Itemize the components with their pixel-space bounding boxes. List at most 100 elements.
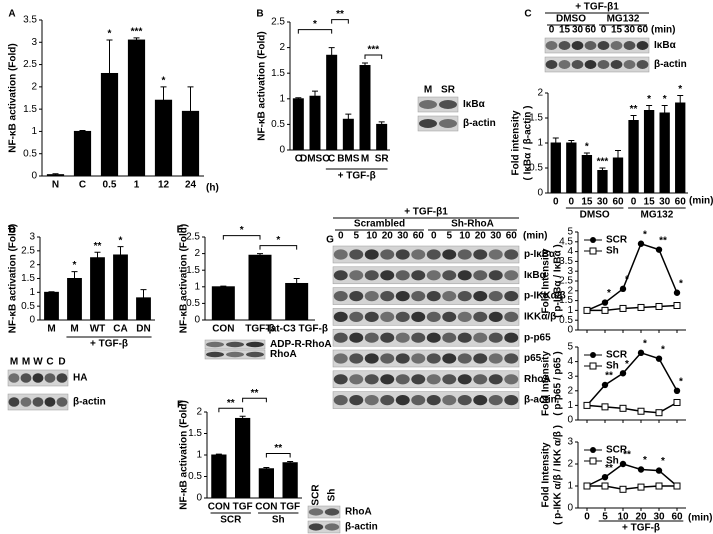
bar xyxy=(235,417,251,499)
blot-strip xyxy=(332,349,520,368)
blot-row-label: p65 xyxy=(524,353,542,364)
group-label: SCR xyxy=(220,515,242,526)
error-bar xyxy=(106,39,113,74)
significance-label: * xyxy=(643,338,647,349)
x-axis-label: (min) xyxy=(689,196,713,207)
blot-band xyxy=(426,311,441,322)
blot-band xyxy=(584,41,597,50)
y-axis-label: NF-κB activation (Fold) xyxy=(8,43,19,152)
lane-label: 30 xyxy=(572,25,584,36)
bracket-label: ** xyxy=(274,443,282,454)
blot-band xyxy=(32,397,44,407)
lane-label: W xyxy=(33,357,43,368)
legend-label: SCR xyxy=(606,235,628,246)
panel-letter: G xyxy=(326,235,334,246)
blot-group-label: Scrambled xyxy=(354,219,405,230)
blot-band xyxy=(333,332,348,343)
point xyxy=(619,485,627,493)
significance-label: *** xyxy=(597,157,609,168)
blot-band xyxy=(473,249,488,260)
blot-row-label: p-IκBα xyxy=(524,249,556,260)
legend-marker xyxy=(590,352,596,358)
error-bar xyxy=(568,140,575,143)
y-axis-label: ( p-p65 / p65 ) xyxy=(553,351,564,415)
bracket xyxy=(222,235,261,240)
blot-strip xyxy=(332,245,520,264)
blot-band xyxy=(380,291,395,302)
x-tick-label: 15 xyxy=(644,197,656,208)
blot-band xyxy=(597,41,610,50)
error-bar xyxy=(295,97,302,99)
lane-label: 10 xyxy=(366,231,378,242)
y-tick-label: 2 xyxy=(196,407,202,418)
error-bar xyxy=(615,150,621,158)
blot-band xyxy=(623,41,636,50)
y-tick-label: 1.5 xyxy=(23,104,37,115)
bar xyxy=(359,65,371,151)
y-tick-label: 0 xyxy=(537,188,543,199)
panel-letter: E xyxy=(177,225,184,236)
x-tick-label: M xyxy=(361,154,369,165)
point xyxy=(619,304,627,312)
legend-label: Sh xyxy=(606,361,619,372)
y-tick-label: 1.5 xyxy=(186,265,200,276)
x-tick-label: M xyxy=(47,324,55,335)
bar xyxy=(597,170,608,194)
y-tick-label: 0 xyxy=(279,145,285,156)
x-tick-label: TGF xyxy=(233,502,253,513)
bracket-label: * xyxy=(313,19,317,30)
blot-band xyxy=(324,508,340,516)
lane-label: 20 xyxy=(382,231,394,242)
y-tick-label: 1.5 xyxy=(188,428,202,439)
error-bar xyxy=(52,173,59,175)
y-tick-label: 0 xyxy=(29,315,35,326)
legend-label: Sh xyxy=(606,246,619,257)
significance-label: * xyxy=(661,456,665,467)
significance-label: * xyxy=(73,260,77,271)
y-tick-label: 1 xyxy=(194,281,200,292)
lane-label: SR xyxy=(441,85,456,96)
blot-strip xyxy=(332,370,520,389)
legend-marker xyxy=(589,362,597,370)
blot-band xyxy=(395,249,410,260)
group-label: Sh xyxy=(272,515,285,526)
blot-band xyxy=(442,270,457,281)
point xyxy=(655,302,663,310)
bracket-label: ** xyxy=(336,9,344,20)
treatment-label: + TGF-β1 xyxy=(575,2,619,13)
significance-label: * xyxy=(625,274,629,285)
lane-label: 30 xyxy=(397,231,409,242)
blot-band xyxy=(364,311,379,322)
blot-row-label: RhoA xyxy=(524,374,551,385)
blot-band xyxy=(395,270,410,281)
blot-band xyxy=(333,395,348,406)
blot-band xyxy=(571,41,584,50)
bracket xyxy=(259,245,298,250)
y-axis-label: NF-κB activation (Fold) xyxy=(8,224,19,333)
blot-band xyxy=(442,374,457,385)
y-tick-label: 1 xyxy=(537,138,543,149)
bar xyxy=(581,155,593,194)
significance-label: * xyxy=(162,75,166,86)
y-tick-label: 1 xyxy=(567,400,573,411)
blot-band xyxy=(349,270,364,281)
bar xyxy=(211,454,227,499)
blot-strip xyxy=(544,37,650,54)
blot-strip xyxy=(332,391,520,409)
group-label: DMSO xyxy=(580,210,610,221)
blot-band xyxy=(426,374,441,385)
blot-band xyxy=(349,353,364,364)
series-line xyxy=(586,351,678,406)
y-tick-label: 1.5 xyxy=(21,273,35,284)
point xyxy=(601,381,609,389)
bar xyxy=(181,110,200,177)
series-line xyxy=(587,485,677,491)
blot-band xyxy=(333,249,348,260)
significance-label: * xyxy=(647,94,651,105)
blot-band xyxy=(442,311,457,322)
series-line xyxy=(587,304,678,312)
blot-group-label: MG132 xyxy=(607,14,640,25)
bar xyxy=(566,142,577,194)
blot-band xyxy=(545,60,558,69)
